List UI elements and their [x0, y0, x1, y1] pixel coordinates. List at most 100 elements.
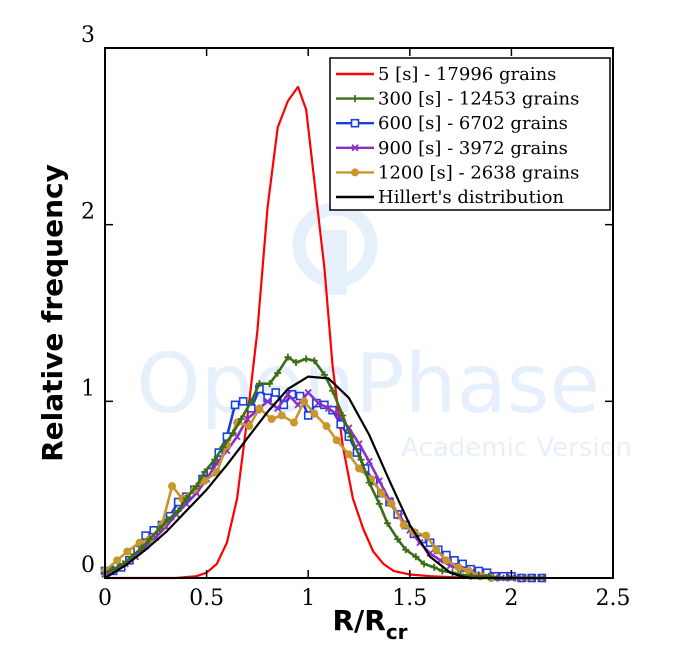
data-point — [310, 409, 319, 418]
data-point — [243, 415, 251, 423]
axes-frame — [104, 47, 614, 579]
data-point — [201, 468, 209, 476]
x-tick-label: 0 — [98, 586, 112, 611]
data-point — [238, 397, 248, 406]
legend: 5 [s] - 17996 grains 300 [s] - 12453 grai… — [329, 57, 611, 211]
legend-box — [329, 57, 611, 211]
data-point — [402, 546, 410, 554]
watermark: OpenPhase Academic Version — [136, 202, 632, 463]
y-tick-label: 1 — [81, 376, 95, 401]
data-point — [174, 507, 182, 515]
legend-label: 900 [s] - 3972 grains — [378, 138, 568, 159]
y-tick-label: 3 — [81, 23, 95, 48]
legend-label: 600 [s] - 6702 grains — [378, 113, 568, 134]
data-point — [383, 519, 391, 527]
series-6 — [104, 375, 512, 580]
data-point — [274, 404, 282, 413]
watermark-title: OpenPhase — [136, 337, 600, 432]
legend-marker — [351, 144, 359, 152]
data-point — [135, 538, 144, 547]
watermark-subtitle: Academic Version — [401, 433, 632, 463]
data-point — [302, 355, 310, 363]
data-point — [314, 399, 322, 407]
x-tick-label: 2.5 — [596, 586, 631, 611]
y-tick-label: 2 — [81, 200, 95, 225]
legend-entry-2: 300 [s] - 12453 grains — [336, 89, 579, 110]
legend-label: Hillert's distribution — [378, 187, 564, 208]
data-point — [263, 397, 272, 405]
axis-ticks: 0 0.5 1 1.5 2 2.5 0 1 2 3 — [81, 23, 631, 611]
data-point — [113, 556, 122, 565]
legend-entry-5: 1200 [s] - 2638 grains — [336, 162, 579, 183]
data-point — [322, 422, 331, 431]
legend-entry-4: 900 [s] - 3972 grains — [336, 138, 568, 159]
data-point — [344, 450, 353, 459]
data-point — [365, 457, 373, 466]
data-point — [289, 418, 298, 427]
legend-entry-1: 5 [s] - 17996 grains — [336, 64, 556, 85]
data-point — [375, 477, 383, 485]
data-point — [377, 489, 386, 498]
watermark-logo-bar — [323, 230, 347, 295]
data-point — [109, 565, 117, 573]
data-point — [295, 391, 305, 401]
data-point — [230, 400, 240, 410]
data-point — [156, 525, 164, 533]
series-line — [104, 375, 512, 580]
data-point — [292, 358, 300, 366]
data-point — [146, 535, 154, 543]
x-tick-label: 1.5 — [392, 586, 427, 611]
data-point — [339, 411, 347, 419]
data-point — [277, 411, 286, 420]
data-point — [123, 547, 132, 556]
x-tick-label: 1 — [301, 586, 315, 611]
x-tick-label: 2 — [504, 586, 518, 611]
x-tick-label: 0.5 — [189, 586, 224, 611]
data-point — [284, 353, 292, 361]
data-point — [266, 380, 274, 388]
data-point — [399, 521, 408, 529]
legend-marker — [351, 168, 359, 177]
data-point — [304, 388, 312, 397]
series-line — [105, 85, 512, 580]
legend-entry-6: Hillert's distribution — [336, 187, 564, 208]
y-tick-label: 0 — [81, 553, 95, 578]
data-point — [365, 479, 373, 487]
data-point — [245, 422, 254, 431]
legend-marker — [350, 118, 360, 128]
data-point — [182, 495, 190, 502]
data-point — [329, 387, 337, 395]
data-point — [300, 397, 309, 406]
data-point — [274, 369, 282, 377]
data-point — [438, 567, 446, 575]
data-point — [387, 499, 396, 508]
legend-label: 5 [s] - 17996 grains — [378, 64, 556, 85]
data-point — [422, 531, 431, 540]
data-point — [233, 433, 241, 441]
data-point — [430, 563, 438, 571]
data-point — [127, 553, 135, 561]
x-axis-title-subscript: cr — [386, 620, 408, 644]
data-point — [138, 544, 146, 552]
data-point — [332, 436, 341, 445]
data-point — [255, 404, 264, 413]
data-point — [211, 456, 219, 464]
legend-marker — [351, 95, 359, 103]
data-point — [229, 429, 237, 437]
data-point — [432, 545, 441, 554]
y-axis-title: Relative frequency — [36, 164, 69, 462]
data-point — [219, 443, 227, 451]
data-point — [164, 516, 172, 524]
x-axis-title: R/Rcr — [332, 604, 407, 644]
data-point — [237, 415, 245, 423]
data-point — [420, 560, 428, 568]
data-point — [271, 388, 280, 397]
data-point — [454, 563, 463, 572]
data-point — [357, 456, 365, 464]
data-point — [336, 419, 346, 429]
data-point — [442, 556, 451, 565]
legend-entry-3: 600 [s] - 6702 grains — [336, 113, 568, 134]
series-1 — [105, 85, 512, 580]
data-point — [355, 440, 363, 448]
